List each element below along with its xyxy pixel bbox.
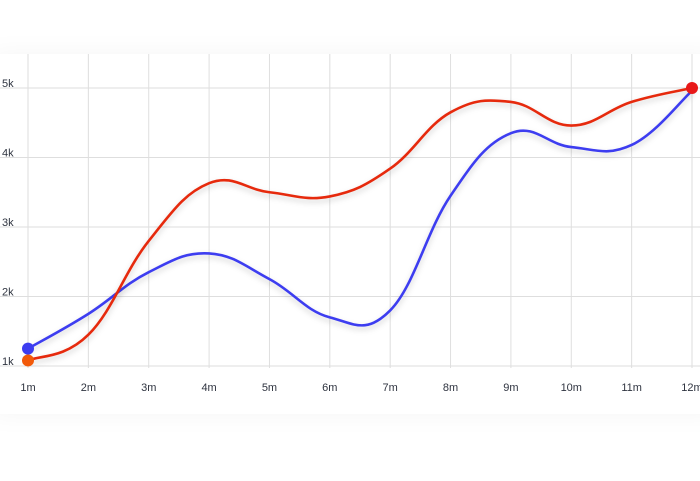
x-tick-label: 9m — [503, 382, 518, 394]
series-line-1 — [26, 89, 694, 350]
y-tick-label: 1k — [2, 356, 14, 368]
y-tick-label: 3k — [2, 217, 14, 229]
chart-card: 1m 2m 3m 4m 5m 6m 7m 8m 9m 10m 11m 12m 1k 2k 3k 4k 5k — [0, 54, 700, 414]
x-tick-label: 5m — [262, 382, 277, 394]
series-2-start-marker[interactable] — [22, 354, 34, 367]
grid — [0, 54, 700, 368]
series-lines — [26, 86, 694, 362]
line-chart: 1m 2m 3m 4m 5m 6m 7m 8m 9m 10m 11m 12m 1k 2k 3k 4k 5k — [0, 54, 700, 394]
x-tick-label: 8m — [443, 382, 458, 394]
series-markers — [22, 82, 698, 367]
x-tick-label: 11m — [621, 382, 642, 394]
series-2-end-marker[interactable] — [686, 82, 698, 94]
x-tick-label: 10m — [561, 382, 582, 394]
x-tick-label: 4m — [201, 382, 216, 394]
x-tick-label: 12m — [681, 382, 700, 394]
x-tick-label: 2m — [81, 382, 96, 394]
x-tick-label: 1m — [20, 382, 35, 394]
y-axis-tick-labels: 1k 2k 3k 4k 5k — [2, 78, 14, 368]
x-tick-label: 7m — [383, 382, 398, 394]
series-line-2 — [26, 86, 694, 362]
y-tick-label: 4k — [2, 148, 14, 160]
x-axis-tick-labels: 1m 2m 3m 4m 5m 6m 7m 8m 9m 10m 11m 12m — [20, 382, 700, 394]
series-1-start-marker[interactable] — [22, 342, 34, 355]
x-tick-label: 6m — [322, 382, 337, 394]
x-tick-label: 3m — [141, 382, 156, 394]
y-tick-label: 5k — [2, 78, 14, 90]
y-tick-label: 2k — [2, 287, 14, 299]
